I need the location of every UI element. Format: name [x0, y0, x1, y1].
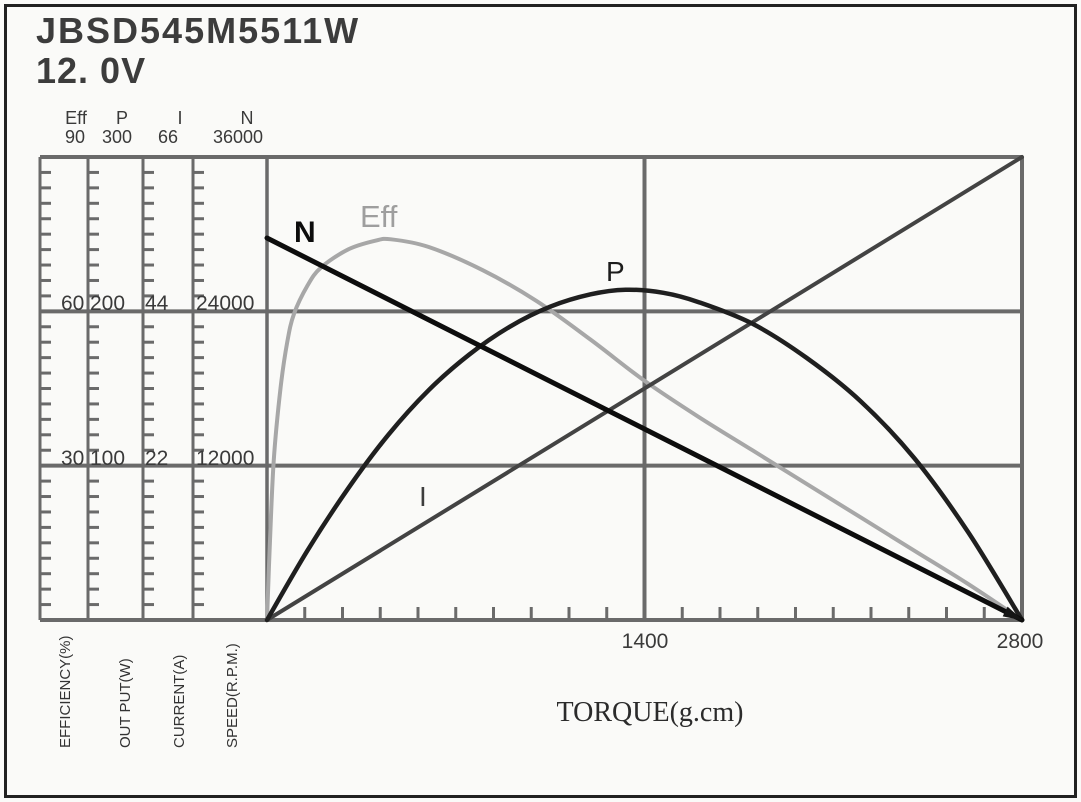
- curve-label-power: P: [606, 256, 625, 287]
- scale-low-p: 100: [90, 447, 126, 470]
- scale-mid-eff: 60: [61, 292, 85, 315]
- curve-eff: [265, 236, 1024, 622]
- scale-name-p: P: [115, 108, 128, 128]
- scale-max-n: 36000: [212, 127, 264, 147]
- stall-point-arrowhead: [1002, 606, 1023, 621]
- scale-mid-i: 44: [145, 292, 169, 315]
- voltage-label: 12. 0V: [36, 50, 147, 91]
- x-axis-title: TORQUE(g.cm): [556, 697, 744, 728]
- scale-mid-p: 200: [90, 292, 126, 315]
- curve-label-efficiency: Eff: [360, 199, 398, 234]
- curve-p: [264, 287, 1025, 623]
- scale-max-i: 66: [157, 127, 179, 147]
- axis-label-speed: SPEED(R.P.M.): [224, 643, 241, 748]
- scale-low-i: 22: [145, 447, 169, 470]
- x-tick-1400: 1400: [621, 630, 669, 653]
- curve-label-current: I: [419, 481, 427, 512]
- curve-i: [265, 155, 1024, 622]
- x-tick-2800: 2800: [996, 630, 1044, 653]
- curve-label-speed: N: [294, 216, 316, 249]
- scale-low-n: 12000: [196, 447, 255, 470]
- scale-low-eff: 30: [61, 447, 85, 470]
- axis-label-efficiency: EFFICIENCY(%): [57, 635, 74, 749]
- scale-name-eff: Eff: [65, 108, 87, 128]
- scale-name-i: I: [177, 108, 183, 128]
- axis-label-current: CURRENT(A): [171, 654, 188, 748]
- model-number: JBSD545M5511W: [36, 10, 361, 51]
- axis-label-output: OUT PUT(W): [117, 658, 134, 748]
- scale-mid-n: 24000: [196, 292, 255, 315]
- scale-max-eff: 90: [64, 127, 86, 147]
- scale-name-n: N: [240, 108, 254, 128]
- scale-max-p: 300: [101, 127, 133, 147]
- curve-n: [264, 235, 1025, 623]
